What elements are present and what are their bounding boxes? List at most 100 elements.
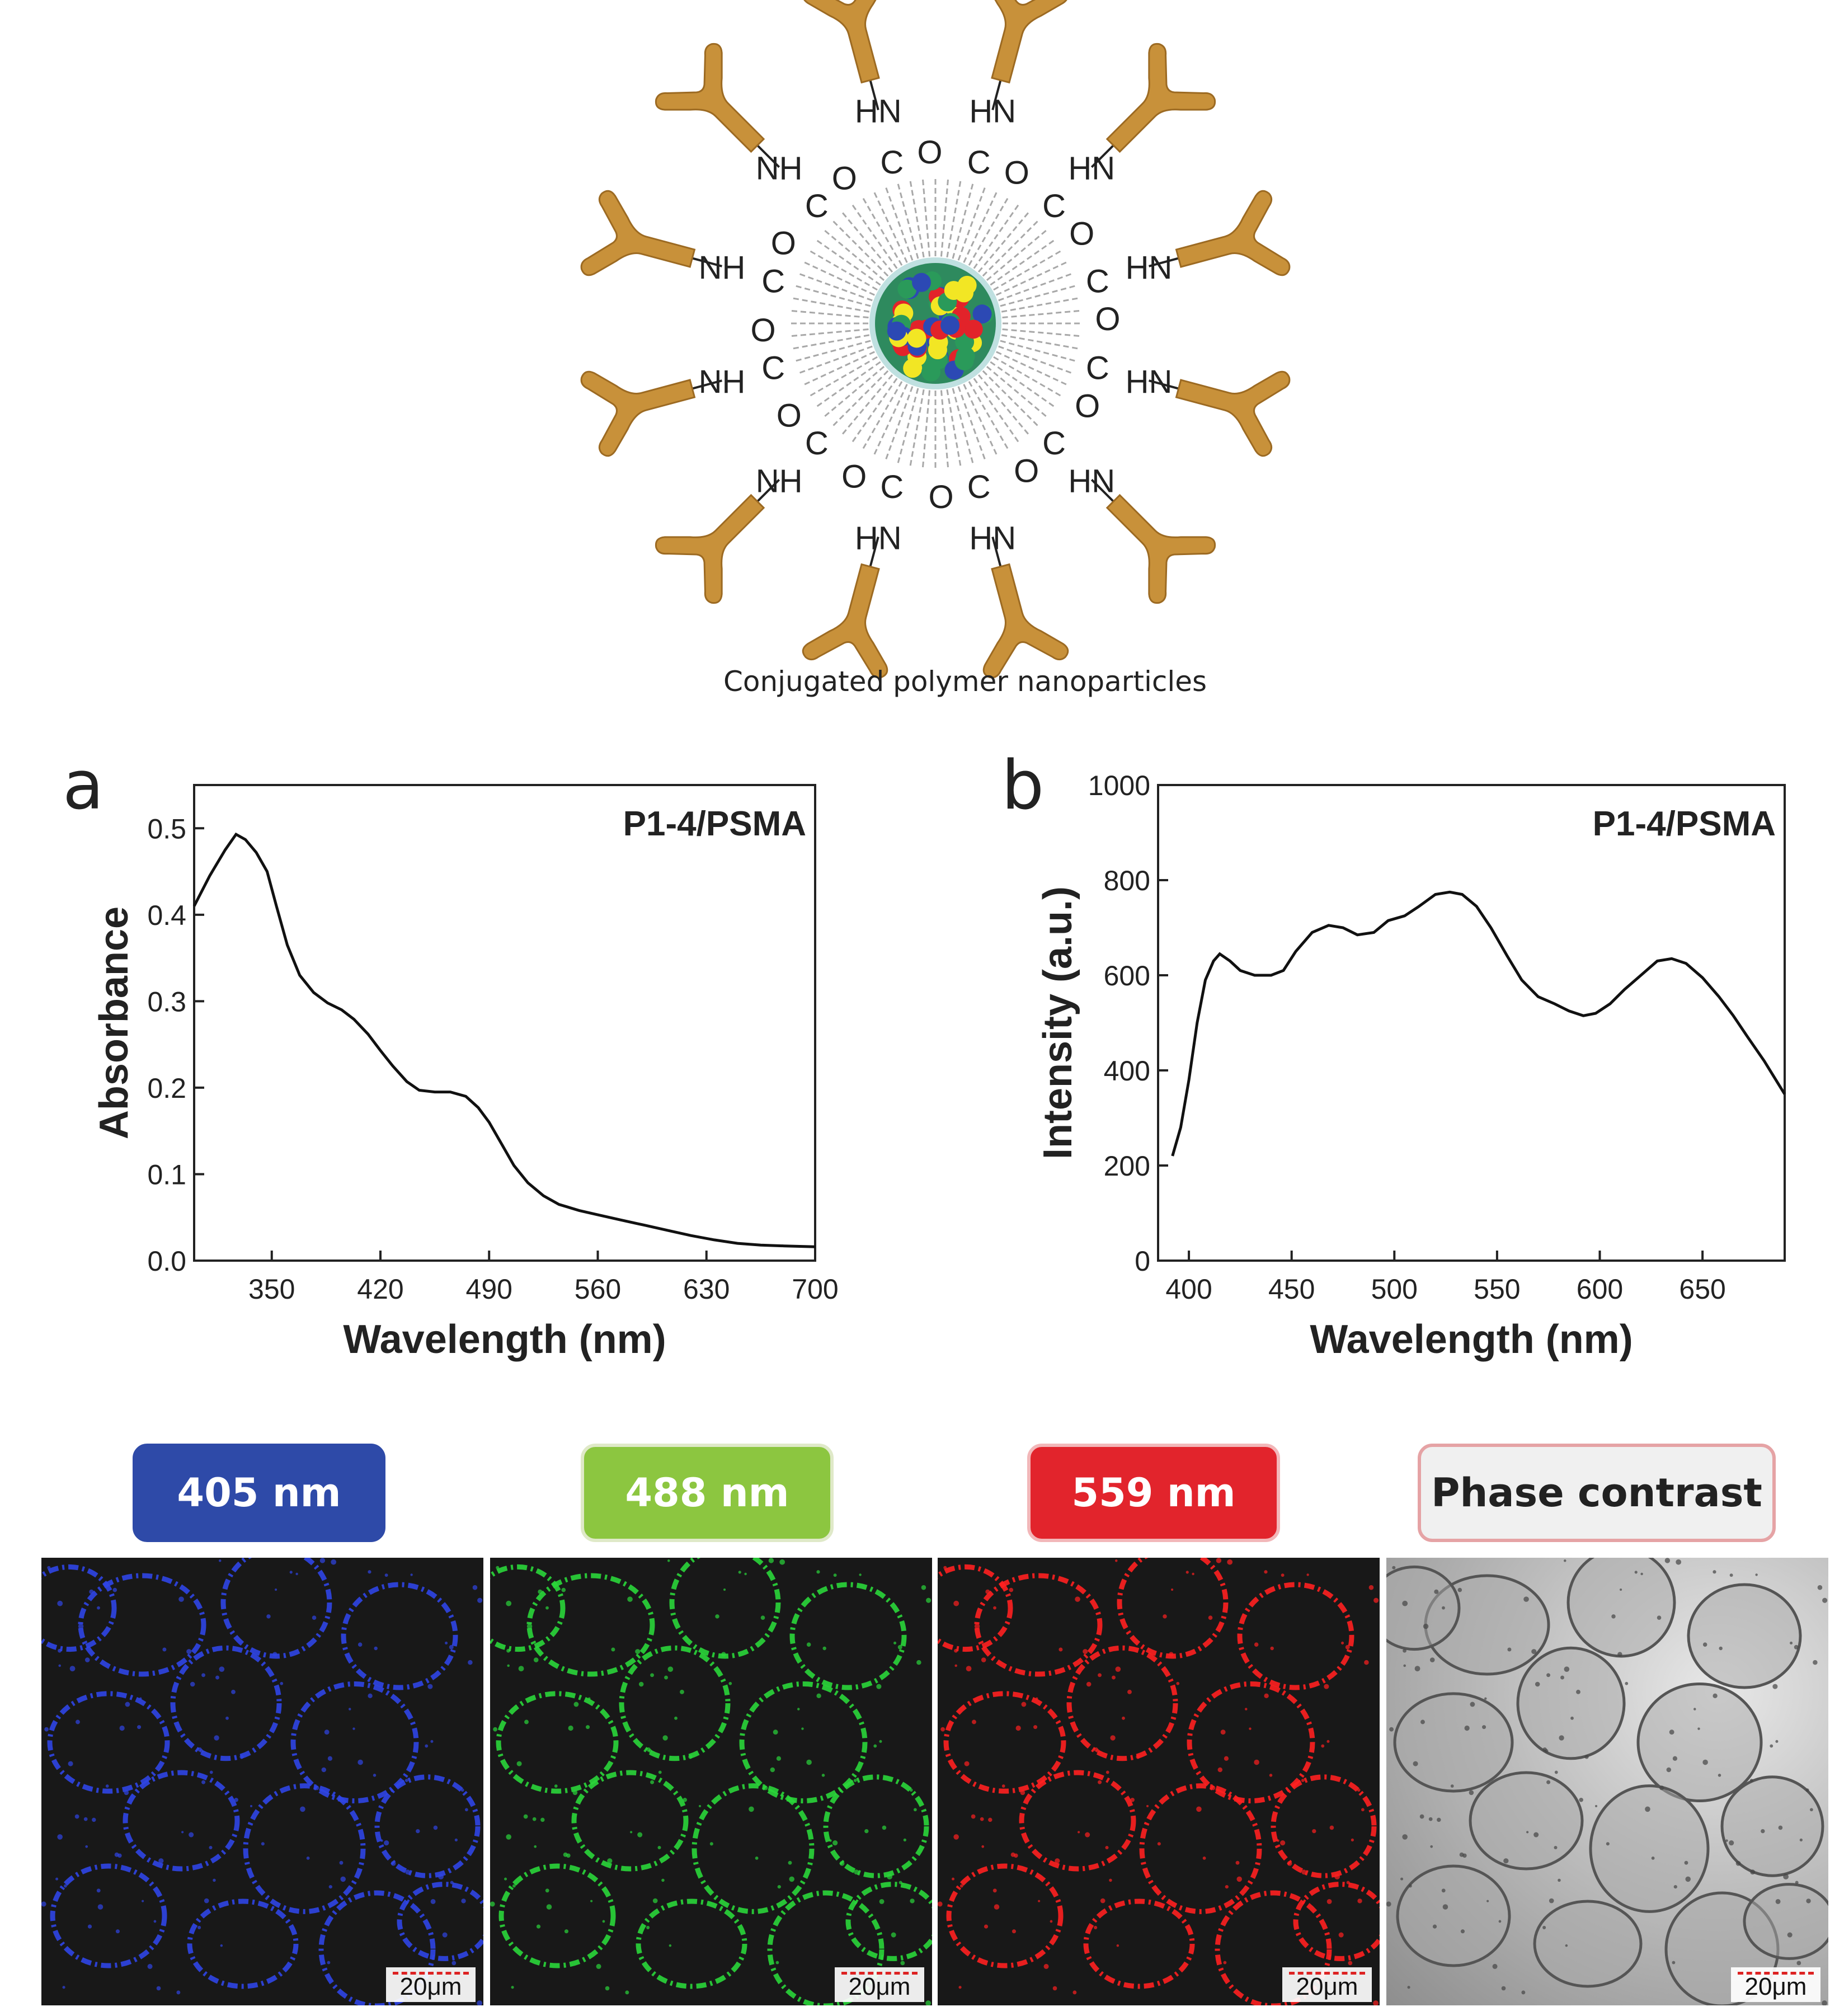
- speck: [55, 1877, 59, 1881]
- ray-line: [815, 238, 881, 286]
- speck: [994, 1904, 1000, 1910]
- channel-badge-405: 405 nm: [133, 1444, 385, 1542]
- speck: [1211, 1785, 1216, 1791]
- scale-bar-488: 20μm: [835, 1967, 924, 2002]
- speck: [755, 1856, 759, 1860]
- speck: [1001, 1784, 1005, 1788]
- antibody-body: [802, 0, 888, 84]
- cell: [691, 1783, 815, 1914]
- ray-line: [840, 210, 893, 273]
- speck: [516, 1761, 522, 1766]
- linker-line: [868, 537, 879, 570]
- x-tick-label: 420: [357, 1273, 403, 1305]
- chart-a-title: P1-4/PSMA: [623, 805, 806, 843]
- nanoparticle-core: [869, 257, 1001, 389]
- speck: [1702, 1642, 1707, 1647]
- speck: [384, 1573, 388, 1577]
- cell: [1386, 1565, 1461, 1651]
- speck: [1157, 1842, 1161, 1846]
- scale-bar-559: 20μm: [1282, 1967, 1372, 2002]
- speck: [214, 1735, 219, 1741]
- speck: [1564, 1666, 1570, 1672]
- speck: [454, 1838, 458, 1842]
- speck: [1116, 1944, 1119, 1947]
- speck: [981, 1845, 985, 1848]
- speck: [953, 1600, 959, 1606]
- speck: [445, 1641, 448, 1644]
- speck: [985, 1589, 990, 1594]
- speck: [1287, 1860, 1292, 1866]
- y-tick-label: 400: [1104, 1055, 1150, 1087]
- speck: [806, 1759, 812, 1765]
- speck: [1015, 1725, 1021, 1731]
- speck: [698, 1804, 702, 1807]
- speck: [723, 1588, 726, 1591]
- speck: [959, 1884, 963, 1888]
- speck: [1280, 1840, 1286, 1846]
- speck: [1169, 1652, 1174, 1657]
- ray-line: [872, 190, 908, 263]
- speck: [1357, 1788, 1361, 1792]
- antibody-shape: [1175, 190, 1291, 276]
- channel-badge-phase: Phase contrast: [1418, 1444, 1776, 1542]
- speck: [854, 1869, 859, 1875]
- cell: [1396, 1864, 1511, 1967]
- x-tick-label: 400: [1165, 1273, 1212, 1305]
- speck: [816, 1570, 820, 1574]
- speck: [1809, 1808, 1813, 1812]
- y-tick-label: 0.1: [147, 1159, 186, 1190]
- ray-line: [872, 384, 908, 457]
- core-dot: [972, 304, 992, 324]
- speck: [209, 1770, 213, 1774]
- oxygen-label: O: [1069, 215, 1094, 252]
- speck: [988, 1817, 992, 1822]
- speck: [1364, 1660, 1369, 1665]
- speck: [74, 1814, 79, 1819]
- speck: [1672, 1756, 1678, 1761]
- speck: [357, 1759, 363, 1765]
- speck: [1666, 1767, 1672, 1773]
- speck: [1075, 1596, 1080, 1602]
- chart-a-series-line: [192, 832, 816, 1248]
- cell: [1566, 1558, 1676, 1658]
- speck: [430, 1898, 436, 1904]
- speck: [1482, 1725, 1486, 1730]
- scale-bar-phase: 20μm: [1731, 1967, 1820, 2002]
- speck: [891, 1932, 896, 1938]
- speck: [1245, 1708, 1248, 1710]
- speck: [328, 1885, 332, 1889]
- speck: [114, 1852, 119, 1857]
- chart-b-series-line: [1171, 890, 1786, 1157]
- speck: [68, 1761, 73, 1766]
- carbon-label: C: [967, 144, 991, 181]
- speck: [1009, 1587, 1014, 1592]
- channel-label-488: 488 nm: [625, 1470, 789, 1516]
- y-tick-label: 0.5: [147, 813, 186, 844]
- speck: [1105, 1770, 1109, 1774]
- speck: [893, 1641, 897, 1644]
- channel-label-559: 559 nm: [1071, 1470, 1236, 1516]
- speck: [374, 1646, 378, 1651]
- speck: [1227, 1559, 1233, 1565]
- speck: [1270, 1646, 1274, 1651]
- y-tick-label: 800: [1104, 865, 1150, 896]
- cell: [341, 1582, 458, 1690]
- speck: [1329, 1825, 1334, 1830]
- x-tick-label: 490: [466, 1273, 512, 1305]
- speck: [512, 1884, 516, 1888]
- carbon-label: C: [1042, 188, 1066, 224]
- speck: [1750, 1869, 1756, 1875]
- cell: [170, 1645, 282, 1761]
- speck: [981, 1657, 986, 1662]
- speck: [954, 1648, 958, 1653]
- speck: [768, 1558, 774, 1563]
- speck: [897, 1644, 902, 1650]
- speck: [954, 1664, 957, 1667]
- speck: [1052, 1986, 1057, 1991]
- carbon-label: C: [761, 263, 785, 299]
- cell: [938, 1564, 1013, 1652]
- x-tick-label: 550: [1474, 1273, 1520, 1305]
- speck: [822, 1646, 826, 1651]
- speck: [980, 1817, 984, 1821]
